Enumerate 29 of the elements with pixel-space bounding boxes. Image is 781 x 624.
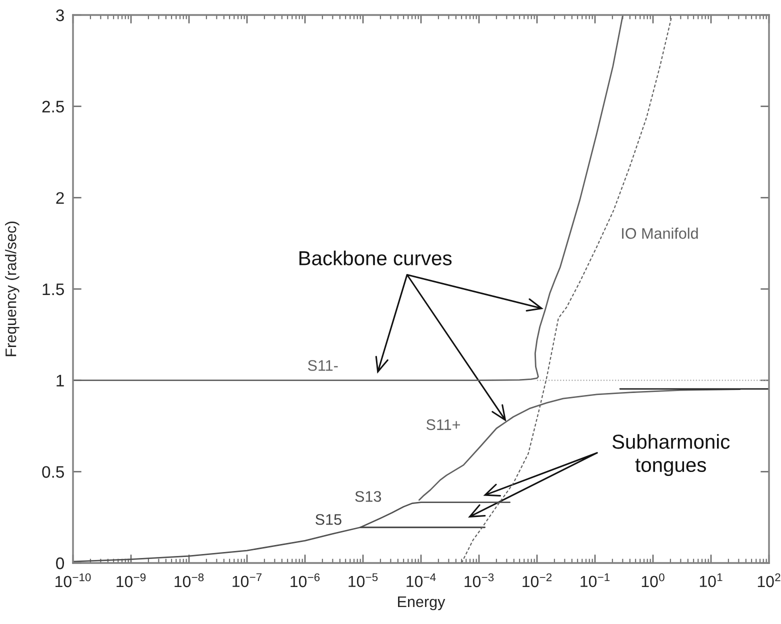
series-label: S11-	[308, 360, 338, 371]
x-tick-label: 10$^{−6}$	[290, 573, 320, 588]
x-tick-label: 10$^{0}$	[642, 573, 664, 588]
y-tick-label: 1.5	[42, 284, 64, 296]
series-label: IO Manifold	[622, 228, 698, 239]
y-tick-label: 2	[56, 192, 64, 204]
x-tick-label: 10$^{−8}$	[174, 573, 204, 588]
x-axis-title: Energy	[398, 596, 446, 610]
series-label: S13	[355, 491, 382, 502]
annotation: Subharmonic tongues	[612, 434, 730, 476]
x-tick-label: 10$^{−7}$	[232, 573, 262, 588]
y-tick-label: 2.5	[42, 100, 64, 113]
x-tick-label: 10$^{−9}$	[116, 573, 146, 588]
y-tick-label: 0.5	[42, 466, 64, 478]
x-tick-label: 10$^{−10}$	[56, 573, 91, 588]
x-tick-label: 10$^{−5}$	[348, 573, 378, 588]
y-tick-label: 1	[56, 374, 64, 386]
y-axis-title: Frequency (rad/sec)	[5, 222, 20, 356]
y-tick-label: 0	[56, 557, 64, 570]
series-label: S15	[316, 514, 342, 525]
x-tick-label: 10$^{2}$	[758, 573, 780, 588]
x-tick-label: 10$^{−2}$	[522, 573, 552, 588]
x-tick-label: 10$^{−1}$	[580, 573, 610, 588]
y-tick-label: 3	[56, 9, 64, 22]
annotation: Backbone curves	[299, 250, 452, 266]
series-label: S11+	[426, 419, 460, 430]
x-tick-label: 10$^{−4}$	[406, 573, 436, 588]
x-tick-label: 10$^{−3}$	[464, 573, 494, 588]
x-tick-label: 10$^{1}$	[700, 573, 722, 588]
